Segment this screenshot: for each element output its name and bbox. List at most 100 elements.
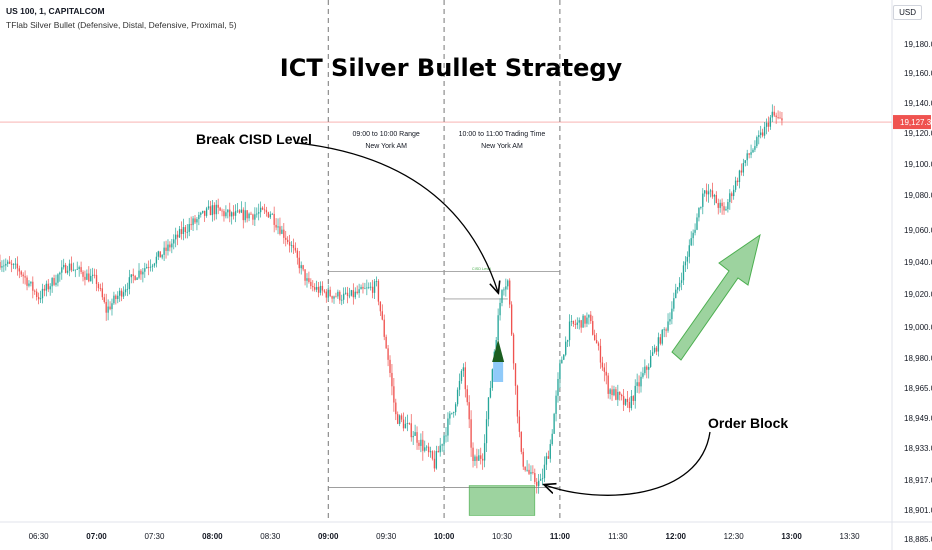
candle-body (653, 347, 656, 353)
candle-body (70, 263, 73, 271)
candle (769, 115, 772, 130)
candle (234, 204, 237, 223)
candle-body (512, 334, 515, 364)
candle-body (317, 286, 320, 293)
candle (391, 363, 393, 396)
candle (597, 341, 600, 351)
candle-body (161, 254, 163, 258)
candle (78, 265, 80, 277)
candle-body (750, 152, 752, 155)
candle-body (14, 263, 17, 265)
candle (167, 239, 169, 256)
candle (435, 445, 438, 470)
candle (572, 320, 575, 327)
candle-body (41, 288, 44, 299)
candle-body (231, 212, 233, 217)
candle (341, 294, 343, 306)
candle-body (5, 263, 7, 266)
candle (773, 105, 775, 117)
candle-body (692, 232, 694, 239)
candle (327, 284, 329, 301)
candle-body (370, 286, 372, 288)
candle (636, 373, 638, 393)
candle-body (547, 456, 550, 459)
candle (325, 288, 327, 303)
candle (12, 263, 15, 269)
candle-body (775, 115, 777, 118)
candle (111, 298, 113, 316)
candle (483, 434, 486, 468)
candle-body (285, 237, 287, 240)
candle (568, 314, 571, 347)
candle (308, 271, 310, 284)
candle-body (348, 295, 351, 297)
candle (0, 254, 1, 270)
candle-body (563, 354, 565, 360)
candle (505, 278, 507, 297)
candle (147, 260, 150, 276)
candle-body (103, 297, 105, 302)
candle-body (435, 451, 438, 469)
candle (476, 448, 478, 469)
candle-body (503, 289, 505, 291)
candle (354, 287, 356, 300)
candle-body (657, 337, 660, 352)
candle (142, 268, 144, 283)
candle-body (225, 212, 227, 217)
candle (738, 169, 741, 189)
candle-body (312, 286, 314, 288)
candle (410, 414, 412, 442)
candle (379, 301, 382, 316)
candle-body (315, 286, 318, 290)
candle (451, 412, 453, 415)
candle (705, 183, 708, 202)
candle-body (622, 396, 625, 405)
candle (406, 414, 409, 432)
candle (53, 274, 55, 287)
candle (698, 207, 700, 222)
candle-body (482, 458, 484, 461)
last-price-box (893, 115, 931, 130)
candle-body (364, 288, 366, 290)
candle-body (599, 345, 602, 363)
x-tick-label: 08:30 (260, 532, 281, 541)
candle (101, 282, 104, 300)
candle-body (688, 245, 690, 257)
candle-body (51, 278, 53, 287)
candle-body (437, 451, 439, 453)
candle-body (80, 267, 82, 272)
candle (393, 377, 395, 412)
currency-button[interactable]: USD (893, 5, 922, 20)
candle-body (487, 397, 490, 420)
candle (454, 402, 457, 416)
candle-body (232, 212, 235, 216)
candle (677, 286, 679, 294)
candle (605, 362, 607, 385)
candle (250, 211, 252, 215)
indicator-legend[interactable]: TFlab Silver Bullet (Defensive, Distal, … (6, 20, 237, 30)
candle (5, 258, 7, 271)
candle (387, 345, 389, 367)
candle-body (292, 245, 295, 248)
candle-body (478, 455, 480, 461)
candle-body (366, 287, 368, 289)
candle-body (88, 273, 90, 282)
candle-body (82, 271, 84, 277)
candle (528, 463, 530, 476)
candle-body (55, 282, 57, 285)
candle (752, 148, 754, 154)
candle-body (449, 413, 451, 419)
y-tick-label: 19,120.0 (904, 129, 932, 138)
candle-body (682, 265, 685, 281)
candle-body (146, 266, 148, 269)
candle (609, 388, 611, 400)
candle-body (700, 206, 702, 208)
candle-body (744, 160, 746, 163)
candle (574, 319, 577, 329)
candle-body (302, 265, 304, 270)
candle-body (142, 271, 144, 275)
candle (26, 275, 28, 291)
candle-body (588, 314, 590, 318)
candle (182, 218, 185, 241)
